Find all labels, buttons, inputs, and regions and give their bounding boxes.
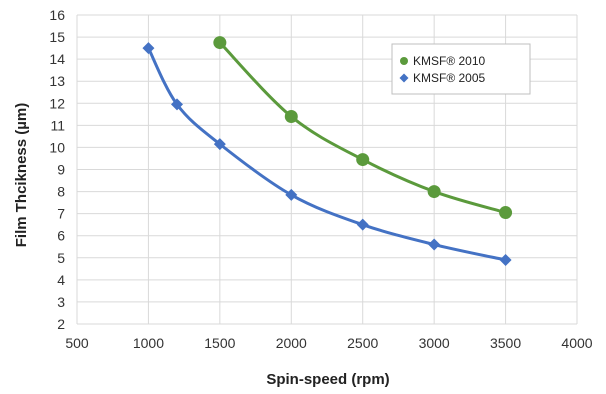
x-tick-labels: 500 1000 1500 2000 2500 3000 3500 4000	[65, 335, 592, 351]
data-point-kmsf-2005	[142, 42, 155, 55]
y-axis-label: Film Thcikness (µm)	[13, 103, 30, 248]
data-point-kmsf-2005	[428, 238, 441, 251]
y-tick-labels: 2 3 4 5 6 7 8 9 10 11 12 13 14 15 16	[49, 7, 65, 332]
y-tick-label: 13	[49, 73, 65, 89]
x-tick-label: 3000	[419, 335, 450, 351]
data-point-kmsf-2005	[213, 138, 226, 151]
legend-label-kmsf-2005: KMSF® 2005	[413, 71, 486, 85]
data-point-kmsf-2010	[499, 206, 513, 220]
data-point-kmsf-2010	[213, 36, 227, 50]
y-tick-label: 6	[57, 228, 65, 244]
legend: KMSF® 2010 KMSF® 2005	[391, 43, 531, 95]
data-point-kmsf-2005	[356, 218, 369, 231]
x-tick-label: 2000	[276, 335, 307, 351]
x-tick-label: 500	[65, 335, 89, 351]
x-tick-label: 3500	[490, 335, 521, 351]
y-tick-label: 7	[57, 206, 65, 222]
data-point-kmsf-2005	[285, 188, 298, 201]
legend-marker-kmsf-2010	[400, 57, 408, 65]
y-tick-label: 4	[57, 272, 65, 288]
data-point-kmsf-2005	[499, 253, 512, 266]
data-point-kmsf-2005	[171, 98, 183, 111]
legend-marker-kmsf-2005	[399, 73, 409, 83]
x-tick-label: 1500	[204, 335, 235, 351]
y-tick-label: 12	[49, 95, 65, 111]
data-point-kmsf-2010	[356, 153, 370, 167]
y-tick-label: 10	[49, 139, 65, 155]
y-tick-label: 8	[57, 184, 65, 200]
legend-label-kmsf-2010: KMSF® 2010	[413, 54, 486, 68]
y-tick-label: 2	[57, 316, 65, 332]
x-axis-label: Spin-speed (rpm)	[266, 371, 389, 388]
y-tick-label: 5	[57, 250, 65, 266]
data-point-kmsf-2010	[427, 185, 441, 199]
y-tick-label: 16	[49, 7, 65, 23]
y-tick-label: 9	[57, 162, 65, 178]
y-tick-label: 15	[49, 29, 65, 45]
y-tick-label: 3	[57, 294, 65, 310]
legend-box	[391, 43, 531, 95]
y-tick-label: 11	[50, 117, 65, 133]
x-tick-label: 1000	[133, 335, 164, 351]
x-tick-label: 4000	[561, 335, 592, 351]
series-layer	[142, 36, 513, 266]
x-tick-label: 2500	[347, 335, 378, 351]
y-tick-label: 14	[49, 51, 65, 67]
data-point-kmsf-2010	[284, 110, 298, 124]
